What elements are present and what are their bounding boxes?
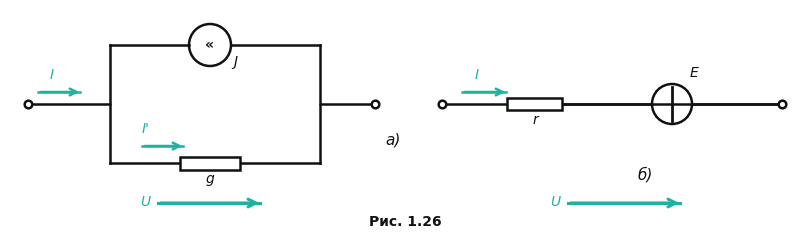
Bar [508, 98, 563, 110]
Text: g: g [206, 172, 214, 187]
Text: I': I' [142, 122, 150, 136]
Text: E: E [690, 66, 699, 80]
Text: б): б) [637, 167, 653, 183]
Text: r: r [532, 114, 538, 128]
Text: J: J [233, 55, 237, 69]
Text: а): а) [385, 133, 401, 148]
Text: U: U [550, 195, 560, 209]
Bar [180, 157, 240, 169]
Text: U: U [139, 195, 150, 209]
Text: «: « [204, 38, 213, 52]
Text: Рис. 1.26: Рис. 1.26 [369, 215, 441, 229]
Text: I: I [475, 68, 479, 82]
Text: I: I [50, 68, 54, 82]
